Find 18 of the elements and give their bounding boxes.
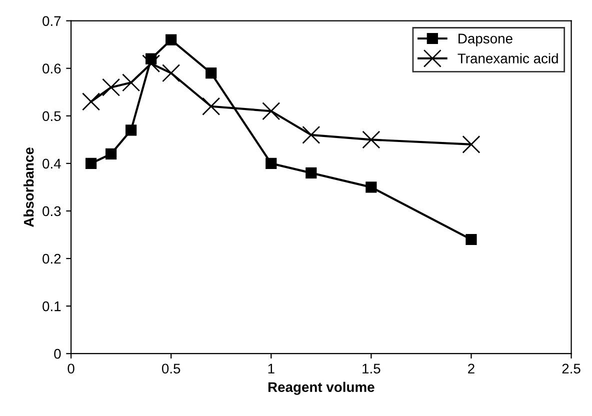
x-tick-label: 0 — [68, 364, 74, 374]
y-tick-label: 0 — [54, 348, 61, 359]
y-tick-label: 0.4 — [42, 158, 61, 169]
x-tick-label: 2 — [468, 364, 474, 374]
y-axis-title: Absorbance — [24, 148, 34, 227]
y-tick-label: 0.5 — [42, 111, 61, 122]
y-tick-label: 0.1 — [42, 301, 61, 312]
legend-label: Tranexamic acid — [458, 53, 558, 64]
x-tick-label: 2.5 — [562, 364, 580, 374]
legend-label: Dapsone — [458, 34, 512, 46]
x-tick-label: 0.5 — [162, 364, 180, 374]
x-tick-label: 1 — [268, 364, 274, 374]
x-tick-label: 1.5 — [362, 364, 380, 374]
x-axis-title: Reagent volume — [268, 382, 374, 395]
y-tick-label: 0.6 — [42, 64, 61, 74]
y-tick-label: 0.7 — [42, 16, 61, 26]
y-tick-label: 0.2 — [42, 254, 61, 264]
y-tick-label: 0.3 — [42, 206, 61, 216]
